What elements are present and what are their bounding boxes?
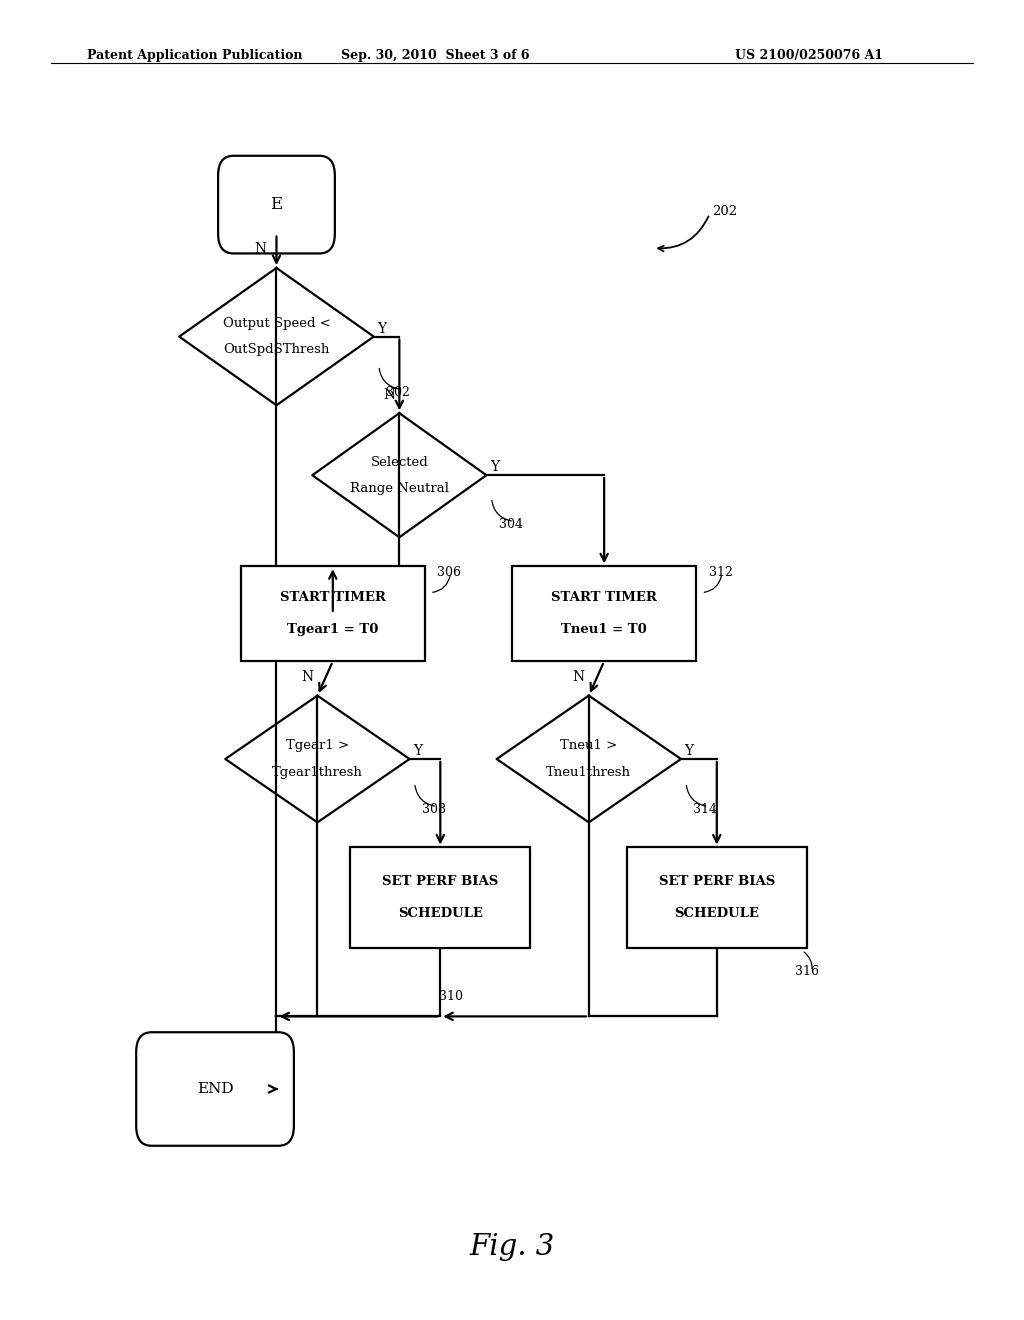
Text: N: N [572, 671, 585, 684]
Text: Sep. 30, 2010  Sheet 3 of 6: Sep. 30, 2010 Sheet 3 of 6 [341, 49, 529, 62]
Text: 304: 304 [499, 517, 522, 531]
Text: START TIMER: START TIMER [280, 591, 386, 605]
Text: N: N [383, 388, 395, 401]
Bar [512, 566, 696, 661]
Text: SET PERF BIAS: SET PERF BIAS [658, 875, 775, 888]
Text: E: E [270, 197, 283, 213]
Text: Selected: Selected [371, 455, 428, 469]
Text: OutSpdSThresh: OutSpdSThresh [223, 343, 330, 356]
Text: Output Speed <: Output Speed < [222, 317, 331, 330]
Text: 310: 310 [438, 990, 463, 1003]
Text: Tgear1thresh: Tgear1thresh [272, 766, 362, 779]
Text: Y: Y [378, 322, 386, 335]
Text: Tneu1 = T0: Tneu1 = T0 [561, 623, 647, 636]
Text: N: N [301, 671, 313, 684]
Text: Tgear1 >: Tgear1 > [286, 739, 349, 752]
Text: 316: 316 [795, 965, 818, 978]
Text: Fig. 3: Fig. 3 [469, 1233, 555, 1262]
FancyBboxPatch shape [136, 1032, 294, 1146]
Text: END: END [197, 1082, 233, 1096]
Text: Tgear1 = T0: Tgear1 = T0 [287, 623, 379, 636]
Text: N: N [254, 243, 266, 256]
Text: US 2100/0250076 A1: US 2100/0250076 A1 [735, 49, 883, 62]
Text: SCHEDULE: SCHEDULE [675, 907, 759, 920]
Text: 308: 308 [422, 803, 445, 816]
Text: Tneu1thresh: Tneu1thresh [546, 766, 632, 779]
Text: 302: 302 [386, 385, 410, 399]
Text: 314: 314 [693, 803, 717, 816]
Text: START TIMER: START TIMER [551, 591, 657, 605]
Text: SCHEDULE: SCHEDULE [398, 907, 482, 920]
Bar [350, 847, 530, 948]
Text: Range Neutral: Range Neutral [350, 482, 449, 495]
Text: Y: Y [490, 461, 499, 474]
Text: Y: Y [685, 744, 693, 758]
Text: 312: 312 [709, 566, 732, 579]
Text: 306: 306 [437, 566, 461, 579]
Text: Tneu1 >: Tneu1 > [560, 739, 617, 752]
Text: Y: Y [414, 744, 422, 758]
FancyBboxPatch shape [218, 156, 335, 253]
Text: SET PERF BIAS: SET PERF BIAS [382, 875, 499, 888]
Text: Patent Application Publication: Patent Application Publication [87, 49, 302, 62]
Bar [241, 566, 425, 661]
Text: 202: 202 [712, 205, 737, 218]
Bar [627, 847, 807, 948]
